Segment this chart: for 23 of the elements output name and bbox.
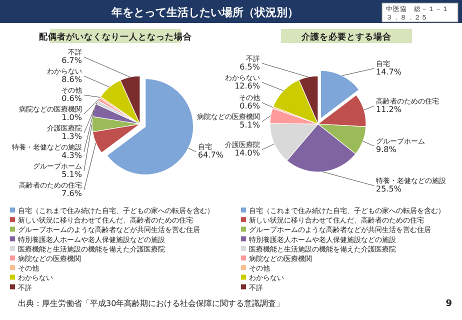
data-label: 介護医療院 14.0% (225, 141, 260, 158)
text: 年をとって生活したい場所（状況別） (110, 6, 298, 19)
data-label: 介護医療院 1.3% (47, 124, 82, 141)
data-label: その他 0.6% (239, 94, 260, 111)
data-label: 自宅 14.7% (376, 60, 402, 76)
data-label: 不詳 6.5% (240, 54, 260, 72)
data-label: グループホーム 5.1% (33, 162, 82, 179)
source-note: 出典：厚生労働省「平成30年高齢期における社会保障に関する意識調査」 (18, 299, 284, 308)
data-label: わからない 12.6% (225, 74, 260, 90)
data-label: 病院などの医療機関 5.1% (197, 113, 260, 130)
data-label: 病院などの医療機関 1.0% (19, 106, 82, 122)
data-label: わからない 8.6% (47, 68, 82, 84)
data-label: 不詳 6.7% (62, 48, 82, 65)
text: 9 (446, 299, 452, 309)
chart-title: 配偶者がいなくなり一人となった場合 (39, 32, 193, 42)
data-label: 特養・老健などの施設 4.3% (12, 144, 82, 160)
data-label: グループホーム 9.8% (376, 138, 425, 154)
chart-title: 介護を必要とする場合 (300, 32, 392, 42)
data-label: 高齢者のための住宅 11.2% (376, 97, 439, 114)
data-label: 特養・老健などの施設 25.5% (376, 177, 446, 194)
data-label: 高齢者のための住宅 7.6% (19, 182, 82, 198)
data-label: その他 0.6% (61, 86, 82, 103)
data-label: 自宅 64.7% (198, 143, 224, 160)
